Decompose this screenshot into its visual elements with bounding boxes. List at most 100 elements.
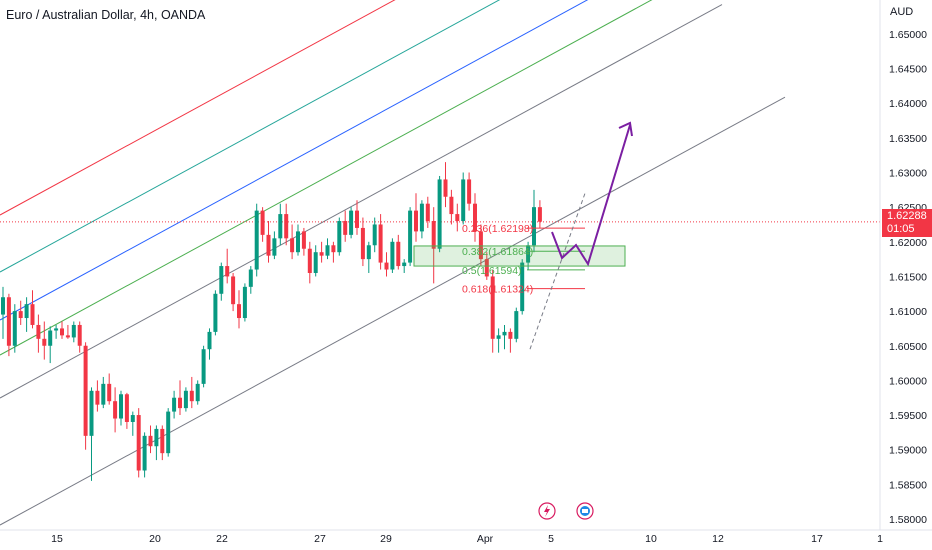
channel-line (0, 4, 723, 399)
candle-body (65, 335, 70, 338)
y-tick-label: 1.60500 (889, 341, 927, 353)
channel-line (0, 0, 589, 321)
candle-body (83, 345, 88, 436)
x-tick-label: 12 (712, 533, 724, 545)
candle-body (378, 224, 383, 263)
candle-body (414, 210, 418, 232)
drawings: 0.236(1.62198) 0.382(1.61864) 0.5(1.61594)… (413, 121, 633, 520)
y-tick-label: 1.59000 (889, 445, 927, 457)
x-tick-label: 1 (877, 533, 883, 545)
candle-body (272, 238, 277, 256)
current-price-value: 1.62288 (887, 210, 927, 222)
x-tick-label: 15 (51, 533, 63, 545)
candle-body (508, 331, 513, 339)
y-tick-label: 1.62000 (889, 237, 927, 249)
candle-body (18, 311, 23, 319)
candle-body (77, 324, 82, 346)
candle-body (419, 203, 424, 232)
candle-body (266, 234, 271, 256)
candle-body (219, 266, 224, 294)
candle-body (384, 262, 389, 270)
candle-body (372, 224, 377, 246)
candle-body (213, 293, 218, 332)
candle-body (473, 203, 477, 232)
x-tick-label: Apr (477, 533, 494, 545)
candle-body (36, 324, 41, 339)
x-tick-label: 29 (380, 533, 392, 545)
candle-body (148, 435, 153, 447)
candle-body (337, 221, 342, 253)
y-tick-label: 1.60000 (889, 375, 927, 387)
candle-body (396, 241, 401, 267)
candle-body (183, 390, 188, 409)
candle-body (366, 245, 371, 260)
candle-body (172, 397, 177, 412)
x-tick-label: 27 (314, 533, 326, 545)
chart-title: Euro / Australian Dollar, 4h, OANDA (6, 8, 206, 22)
candle-body (461, 179, 466, 222)
candle-body (30, 304, 35, 325)
candle-body (425, 203, 430, 222)
candle-body (6, 297, 11, 346)
candle-body (278, 214, 283, 239)
candle-body (166, 411, 171, 454)
candle-body (113, 401, 118, 419)
y-tick-label: 1.61500 (889, 271, 927, 283)
candle-body (290, 238, 295, 253)
candle-body (225, 266, 230, 277)
candle-body (360, 227, 365, 260)
candle-body (160, 428, 165, 454)
chart-lines (0, 0, 880, 526)
candle-body (532, 207, 536, 246)
channel-line (0, 96, 786, 526)
candle-body (331, 245, 336, 253)
candle-body (431, 221, 436, 249)
candle-body (71, 324, 76, 338)
candle-body (95, 390, 100, 405)
fib-level-label: 0.618(1.61324) (462, 284, 533, 296)
candle-body (60, 328, 64, 336)
candle-body (301, 231, 306, 249)
candle-body (526, 245, 531, 263)
y-tick-label: 1.64500 (889, 64, 927, 76)
candle-body (355, 210, 359, 228)
candles (1, 162, 542, 481)
candle-body (54, 328, 59, 331)
y-tick-label: 1.64000 (889, 98, 927, 110)
candle-body (343, 221, 348, 235)
x-tick-label: 10 (645, 533, 657, 545)
candle-body (390, 241, 395, 270)
candle-body (408, 210, 413, 263)
x-tick-label: 22 (216, 533, 228, 545)
candle-body (1, 297, 5, 315)
fib-level-label: 0.382(1.61864) (462, 246, 533, 258)
candle-body (231, 276, 236, 305)
projection-arrowhead (618, 121, 633, 137)
candle-body (207, 331, 212, 350)
channel-line (0, 0, 653, 356)
candle-body (520, 262, 525, 312)
candle-body (296, 231, 300, 253)
candle-body (484, 259, 489, 277)
x-tick-label: 5 (548, 533, 554, 545)
y-tick-label: 1.63500 (889, 133, 927, 145)
candle-body (514, 311, 519, 339)
candle-body (478, 231, 483, 260)
projection-path (551, 124, 631, 267)
candle-body (124, 394, 129, 422)
candle-body (490, 276, 495, 339)
candle-body (307, 248, 312, 273)
currency-label: AUD (890, 6, 914, 18)
candle-body (195, 383, 200, 402)
y-tick-label: 1.65000 (889, 29, 927, 41)
candle-body (48, 330, 53, 346)
candle-body (142, 435, 147, 471)
candle-body (443, 179, 448, 197)
y-tick-label: 1.61000 (889, 306, 927, 318)
candle-body (449, 196, 454, 215)
channel-line (0, 0, 396, 216)
candle-body (502, 331, 507, 336)
countdown-timer: 01:05 (887, 223, 915, 235)
candle-body (254, 210, 259, 270)
